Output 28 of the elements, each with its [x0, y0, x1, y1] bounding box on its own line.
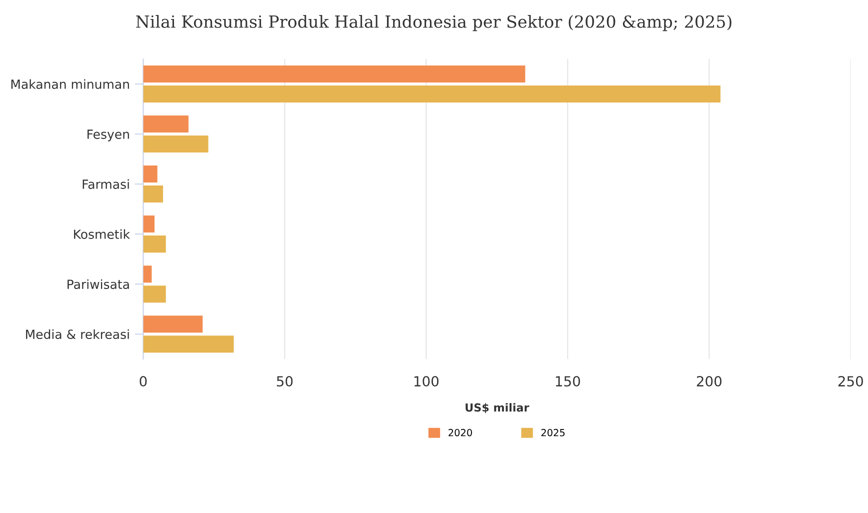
bar — [143, 266, 152, 283]
x-tick-label: 100 — [414, 376, 439, 387]
x-axis-title: US$ miliar — [466, 403, 530, 414]
y-tick-label: Farmasi — [82, 179, 129, 189]
y-tick-label: Pariwisata — [68, 279, 129, 289]
bar — [143, 166, 158, 183]
x-tick-label: 200 — [696, 376, 722, 387]
bar — [143, 65, 526, 83]
bar — [143, 186, 164, 203]
x-tick-label: 50 — [276, 376, 293, 387]
bar — [143, 136, 208, 153]
y-tick-label: Fesyen — [88, 130, 129, 142]
bar — [143, 316, 203, 333]
bar — [143, 116, 188, 133]
y-tick-label: Kosmetik — [74, 229, 130, 239]
chart-title: Nilai Konsumsi Produk Halal Indonesia per Sektor (2020 &amp; 2025) — [136, 15, 732, 32]
x-tick-label: 0 — [140, 376, 147, 387]
bar — [143, 86, 720, 103]
y-tick-label: Media & rekreasi — [26, 329, 129, 340]
legend-label: 2025 — [541, 428, 565, 436]
bar — [143, 336, 234, 353]
legend-label: 2020 — [448, 428, 472, 436]
x-tick-label: 150 — [556, 376, 580, 387]
y-tick-label: Makanan minuman — [11, 79, 129, 89]
x-tick-label: 250 — [838, 376, 863, 387]
bar — [143, 216, 155, 233]
bar — [143, 236, 166, 253]
bar — [143, 286, 166, 303]
